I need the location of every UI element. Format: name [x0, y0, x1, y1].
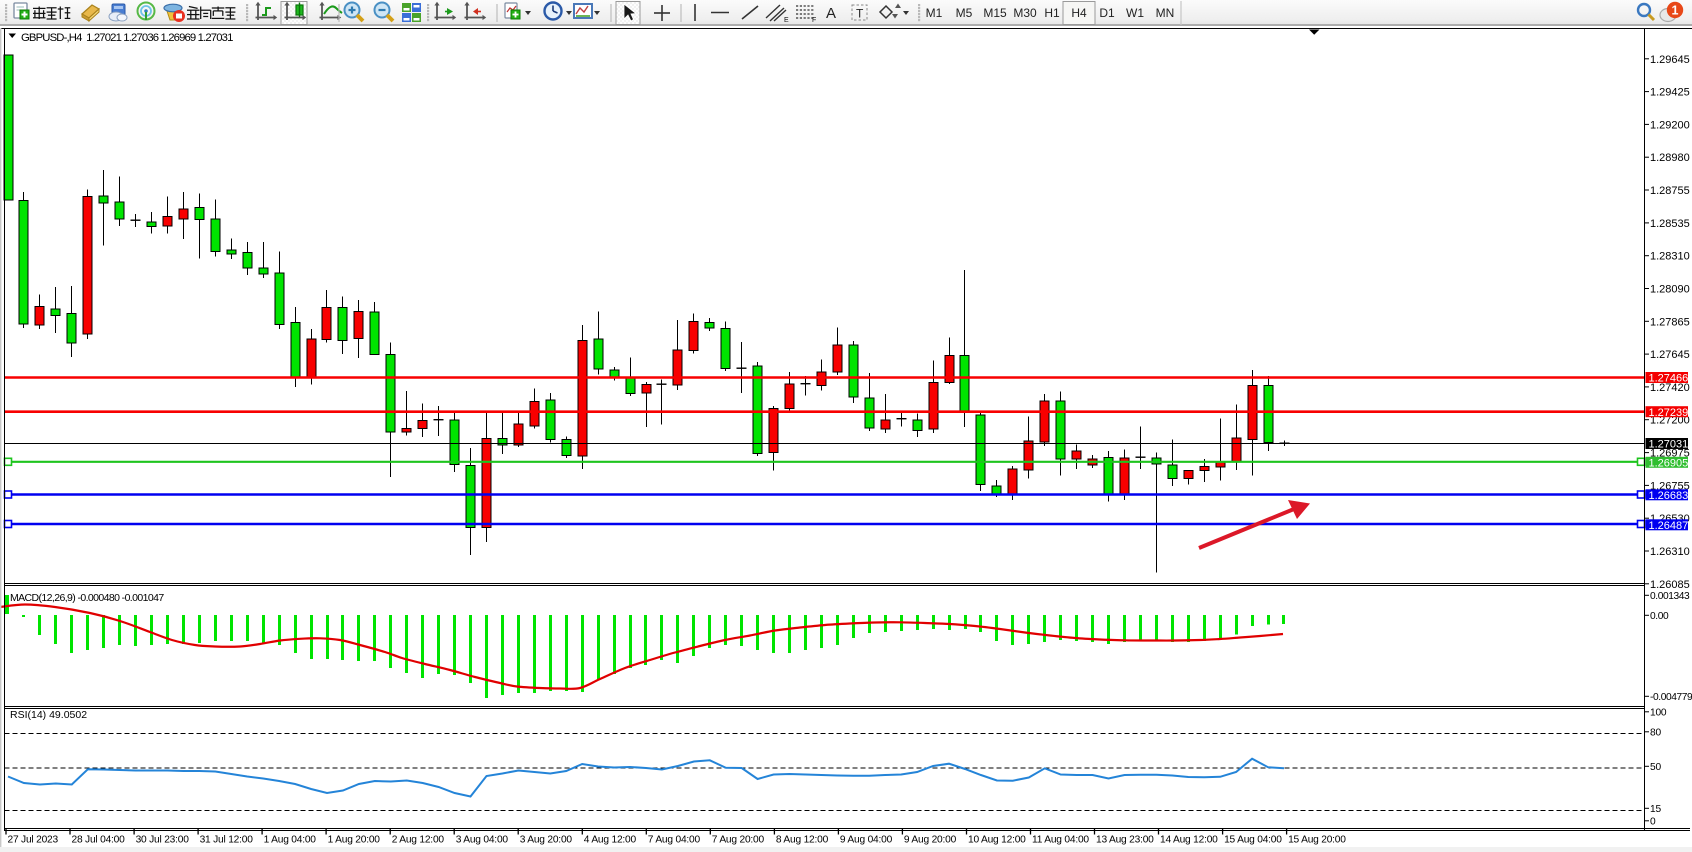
svg-text:1.27031: 1.27031 — [1649, 439, 1689, 451]
svg-text:1.28980: 1.28980 — [1650, 152, 1690, 164]
svg-text:1.29645: 1.29645 — [1650, 54, 1690, 66]
svg-text:1.26975: 1.26975 — [1650, 448, 1690, 460]
svg-text:GBPUSD-,H4 1.27021 1.27036 1.: GBPUSD-,H4 1.27021 1.27036 1.26969 1.270… — [21, 32, 233, 44]
svg-text:2 Aug 12:00: 2 Aug 12:00 — [392, 835, 445, 846]
svg-text:A: A — [826, 5, 836, 22]
svg-text:H4: H4 — [1071, 6, 1087, 20]
svg-text:7 Aug 20:00: 7 Aug 20:00 — [712, 835, 765, 846]
svg-text:M30: M30 — [1013, 6, 1037, 20]
svg-text:1.26310: 1.26310 — [1650, 546, 1690, 558]
svg-text:H1: H1 — [1044, 6, 1060, 20]
svg-text:1.28755: 1.28755 — [1650, 185, 1690, 197]
svg-text:1.29425: 1.29425 — [1650, 87, 1690, 99]
svg-text:1.27200: 1.27200 — [1650, 415, 1690, 427]
svg-text:13 Aug 23:00: 13 Aug 23:00 — [1096, 835, 1154, 846]
svg-text:10 Aug 12:00: 10 Aug 12:00 — [968, 835, 1026, 846]
svg-text:9 Aug 20:00: 9 Aug 20:00 — [904, 835, 957, 846]
svg-text:1.27466: 1.27466 — [1649, 373, 1689, 385]
svg-text:1.26683: 1.26683 — [1649, 490, 1689, 502]
svg-text:1 Aug 04:00: 1 Aug 04:00 — [264, 835, 317, 846]
svg-text:15 Aug 20:00: 15 Aug 20:00 — [1288, 835, 1346, 846]
svg-text:-0.004779: -0.004779 — [1650, 692, 1692, 703]
svg-text:M1: M1 — [926, 6, 943, 20]
svg-text:15: 15 — [1650, 804, 1661, 815]
svg-text:M15: M15 — [983, 6, 1007, 20]
svg-text:RSI(14) 49.0502: RSI(14) 49.0502 — [10, 709, 87, 721]
svg-text:30 Jul 23:00: 30 Jul 23:00 — [136, 835, 190, 846]
svg-text:15 Aug 04:00: 15 Aug 04:00 — [1224, 835, 1282, 846]
svg-text:11 Aug 04:00: 11 Aug 04:00 — [1032, 835, 1089, 846]
svg-text:F: F — [812, 17, 816, 24]
svg-text:50: 50 — [1650, 762, 1661, 773]
svg-text:1.26085: 1.26085 — [1650, 579, 1690, 591]
svg-text:27 Jul 2023: 27 Jul 2023 — [8, 835, 59, 846]
svg-text:1.28310: 1.28310 — [1650, 251, 1690, 263]
svg-text:1.29200: 1.29200 — [1650, 119, 1690, 131]
svg-text:28 Jul 04:00: 28 Jul 04:00 — [72, 835, 126, 846]
svg-text:14 Aug 12:00: 14 Aug 12:00 — [1160, 835, 1218, 846]
svg-text:T: T — [856, 7, 864, 21]
svg-text:D1: D1 — [1099, 6, 1115, 20]
svg-text:100: 100 — [1650, 708, 1667, 719]
svg-text:1.27420: 1.27420 — [1650, 382, 1690, 394]
svg-text:1.27645: 1.27645 — [1650, 349, 1690, 361]
svg-text:3 Aug 20:00: 3 Aug 20:00 — [520, 835, 573, 846]
svg-text:3 Aug 04:00: 3 Aug 04:00 — [456, 835, 509, 846]
svg-text:1.28535: 1.28535 — [1650, 218, 1690, 230]
svg-text:7 Aug 04:00: 7 Aug 04:00 — [648, 835, 701, 846]
svg-text:31 Jul 12:00: 31 Jul 12:00 — [200, 835, 254, 846]
svg-text:4 Aug 12:00: 4 Aug 12:00 — [584, 835, 637, 846]
svg-text:9 Aug 04:00: 9 Aug 04:00 — [840, 835, 893, 846]
svg-text:MACD(12,26,9) -0.000480 -0.001: MACD(12,26,9) -0.000480 -0.001047 — [10, 592, 164, 604]
svg-text:W1: W1 — [1126, 6, 1144, 20]
svg-text:1.27865: 1.27865 — [1650, 316, 1690, 328]
svg-text:8 Aug 12:00: 8 Aug 12:00 — [776, 835, 829, 846]
svg-text:80: 80 — [1650, 728, 1661, 739]
svg-text:0.00: 0.00 — [1650, 611, 1669, 622]
svg-text:E: E — [784, 17, 789, 24]
svg-text:1.28090: 1.28090 — [1650, 284, 1690, 296]
svg-text:0: 0 — [1650, 817, 1656, 828]
svg-text:MN: MN — [1156, 6, 1175, 20]
svg-text:M5: M5 — [956, 6, 973, 20]
svg-text:1: 1 — [1672, 4, 1679, 18]
svg-text:1.26487: 1.26487 — [1649, 520, 1689, 532]
svg-text:0.001343: 0.001343 — [1650, 591, 1690, 602]
svg-text:1 Aug 20:00: 1 Aug 20:00 — [328, 835, 381, 846]
svg-text:1.26905: 1.26905 — [1649, 458, 1689, 470]
svg-text:1.27239: 1.27239 — [1649, 407, 1689, 419]
